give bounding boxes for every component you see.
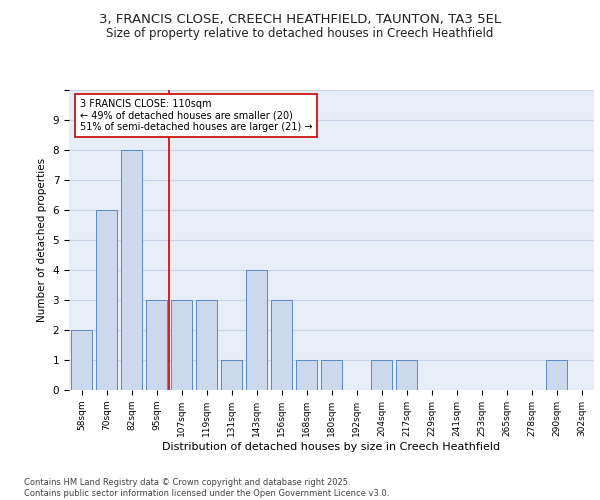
Bar — [371, 360, 392, 390]
Bar — [196, 300, 217, 390]
Bar — [96, 210, 117, 390]
Bar — [121, 150, 142, 390]
Bar — [296, 360, 317, 390]
X-axis label: Distribution of detached houses by size in Creech Heathfield: Distribution of detached houses by size … — [163, 442, 500, 452]
Bar — [71, 330, 92, 390]
Bar — [546, 360, 567, 390]
Y-axis label: Number of detached properties: Number of detached properties — [37, 158, 47, 322]
Text: 3, FRANCIS CLOSE, CREECH HEATHFIELD, TAUNTON, TA3 5EL: 3, FRANCIS CLOSE, CREECH HEATHFIELD, TAU… — [99, 12, 501, 26]
Text: Contains HM Land Registry data © Crown copyright and database right 2025.
Contai: Contains HM Land Registry data © Crown c… — [24, 478, 389, 498]
Bar — [271, 300, 292, 390]
Bar — [146, 300, 167, 390]
Bar — [221, 360, 242, 390]
Bar — [396, 360, 417, 390]
Text: 3 FRANCIS CLOSE: 110sqm
← 49% of detached houses are smaller (20)
51% of semi-de: 3 FRANCIS CLOSE: 110sqm ← 49% of detache… — [79, 99, 312, 132]
Bar — [246, 270, 267, 390]
Bar — [171, 300, 192, 390]
Bar — [321, 360, 342, 390]
Text: Size of property relative to detached houses in Creech Heathfield: Size of property relative to detached ho… — [106, 28, 494, 40]
